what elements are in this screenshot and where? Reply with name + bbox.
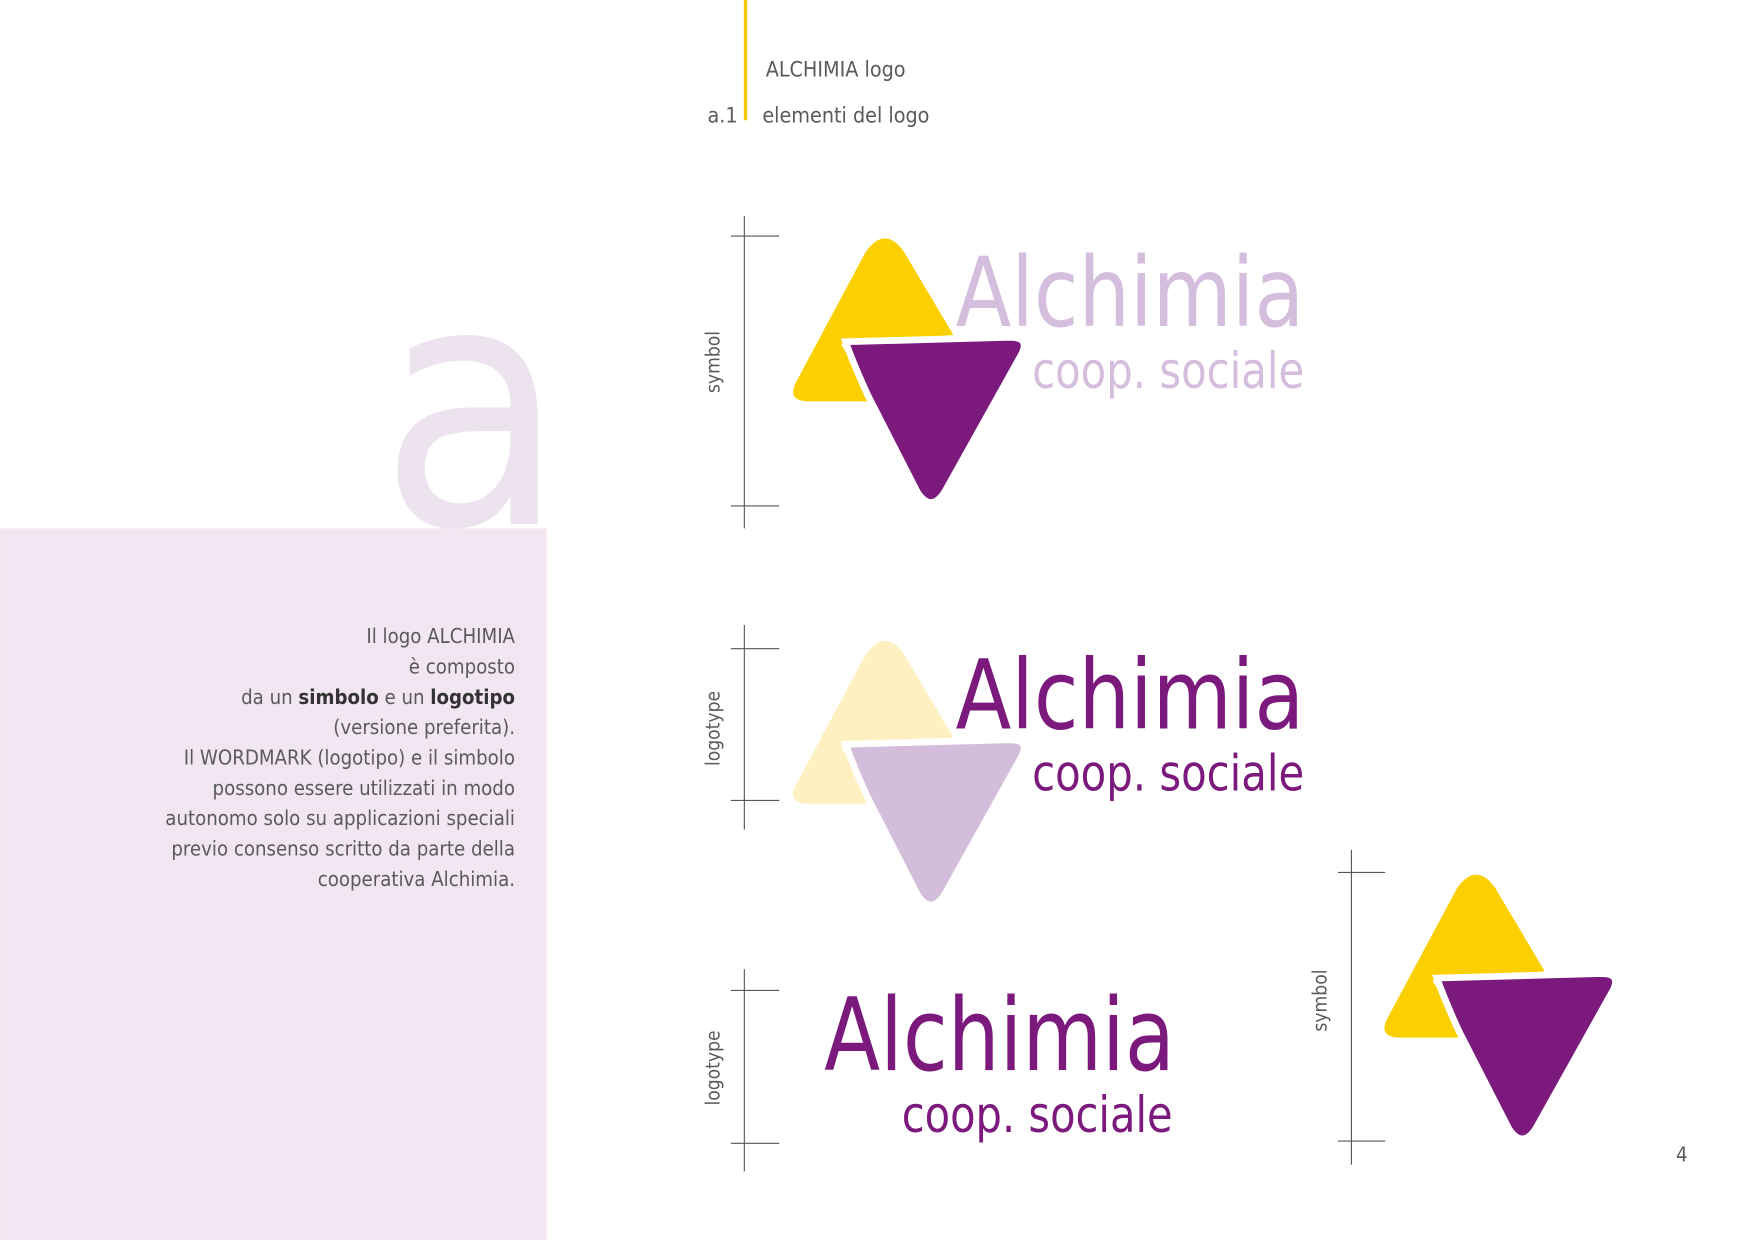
paragraph-line: da un simbolo e un logotipo xyxy=(241,685,515,709)
paragraph-line: possono essere utilizzati in modo xyxy=(213,776,515,800)
paragraph-line: cooperativa Alchimia. xyxy=(318,867,515,891)
bold-term: simbolo xyxy=(298,685,378,709)
symbol xyxy=(1384,874,1615,1139)
paragraph-line: Il logo ALCHIMIA xyxy=(366,624,515,648)
paragraph-line: autonomo solo su applicazioni speciali xyxy=(165,806,515,830)
text-span: e un xyxy=(379,685,431,709)
header-title: ALCHIMIA logo xyxy=(766,57,906,82)
paragraph-line: Il WORDMARK (logotipo) e il simbolo xyxy=(184,745,515,769)
header-subtitle: elementi del logo xyxy=(762,104,929,129)
paragraph-line: previo consenso scritto da parte della xyxy=(171,837,515,861)
dimension xyxy=(730,625,780,830)
text-span: da un xyxy=(241,685,298,709)
logo-name: Alchimia xyxy=(956,236,1305,349)
side-panel xyxy=(0,528,547,1240)
logo-name: Alchimia xyxy=(956,638,1305,751)
dimension-label: logotype xyxy=(702,691,725,766)
dimension xyxy=(730,215,780,529)
logo-name: Alchimia xyxy=(824,976,1175,1094)
dimension xyxy=(730,969,780,1172)
bold-term: logotipo xyxy=(430,685,515,709)
logo-tagline: coop. sociale xyxy=(1032,744,1304,802)
dimension xyxy=(1337,849,1386,1165)
logo-tagline: coop. sociale xyxy=(902,1086,1173,1144)
page-number: 4 xyxy=(1676,1142,1688,1166)
paragraph: Il logo ALCHIMIA è composto da un simbolo … xyxy=(165,624,515,891)
dimension-label: symbol xyxy=(702,331,725,393)
header-section: a.1 xyxy=(708,104,738,129)
dimension-label: logotype xyxy=(702,1030,725,1105)
dimension-label: symbol xyxy=(1309,969,1332,1031)
paragraph-line: è composto xyxy=(409,654,515,678)
paragraph-line: (versione preferita). xyxy=(333,715,515,739)
logo-tagline: coop. sociale xyxy=(1032,342,1304,400)
